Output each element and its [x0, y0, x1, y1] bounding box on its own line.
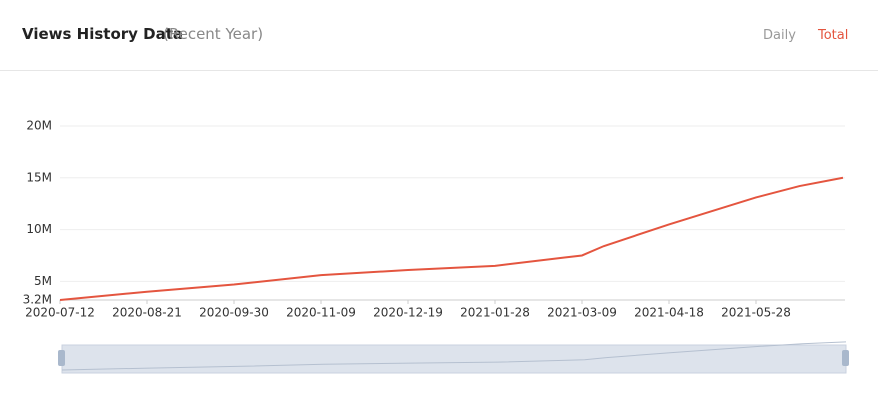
x-tick-label: 2021-01-28: [460, 306, 530, 320]
zoom-handle-left[interactable]: [58, 350, 65, 366]
x-tick-label: 2021-04-18: [634, 306, 704, 320]
y-tick-label: 20M: [26, 119, 52, 133]
x-tick-label: 2020-08-21: [112, 306, 182, 320]
y-tick-label: 10M: [26, 222, 52, 236]
y-tick-label: 3.2M: [23, 293, 52, 307]
line: [59, 176, 844, 301]
mini-line: [61, 341, 847, 371]
subtitle: (Recent Year): [163, 25, 264, 43]
tab-daily[interactable]: Daily: [763, 28, 796, 43]
zoom-handle-right[interactable]: [842, 350, 849, 366]
header: Views History Data (Recent Year) Daily T…: [0, 0, 878, 71]
title: Views History Data: [22, 25, 184, 43]
x-tick-label: 2021-03-09: [547, 306, 617, 320]
x-tick-label: 2020-11-09: [286, 306, 356, 320]
y-tick-label: 15M: [26, 170, 52, 184]
x-tick-label: 2020-09-30: [199, 306, 269, 320]
x-tick-label: 2021-05-28: [721, 306, 791, 320]
x-tick-label: 2020-12-19: [373, 306, 443, 320]
y-tick-label: 5M: [34, 274, 52, 288]
tab-total[interactable]: Total: [818, 28, 849, 43]
x-tick-label: 2020-07-12: [25, 306, 95, 320]
zoom-slider[interactable]: [61, 344, 847, 374]
